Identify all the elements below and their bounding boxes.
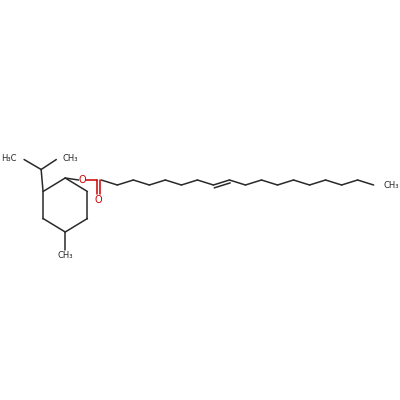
Text: CH₃: CH₃ [58, 252, 73, 260]
Text: H₃C: H₃C [1, 154, 16, 163]
Text: O: O [78, 175, 86, 185]
Text: O: O [95, 195, 102, 205]
Text: CH₃: CH₃ [383, 180, 399, 190]
Text: CH₃: CH₃ [63, 154, 78, 163]
